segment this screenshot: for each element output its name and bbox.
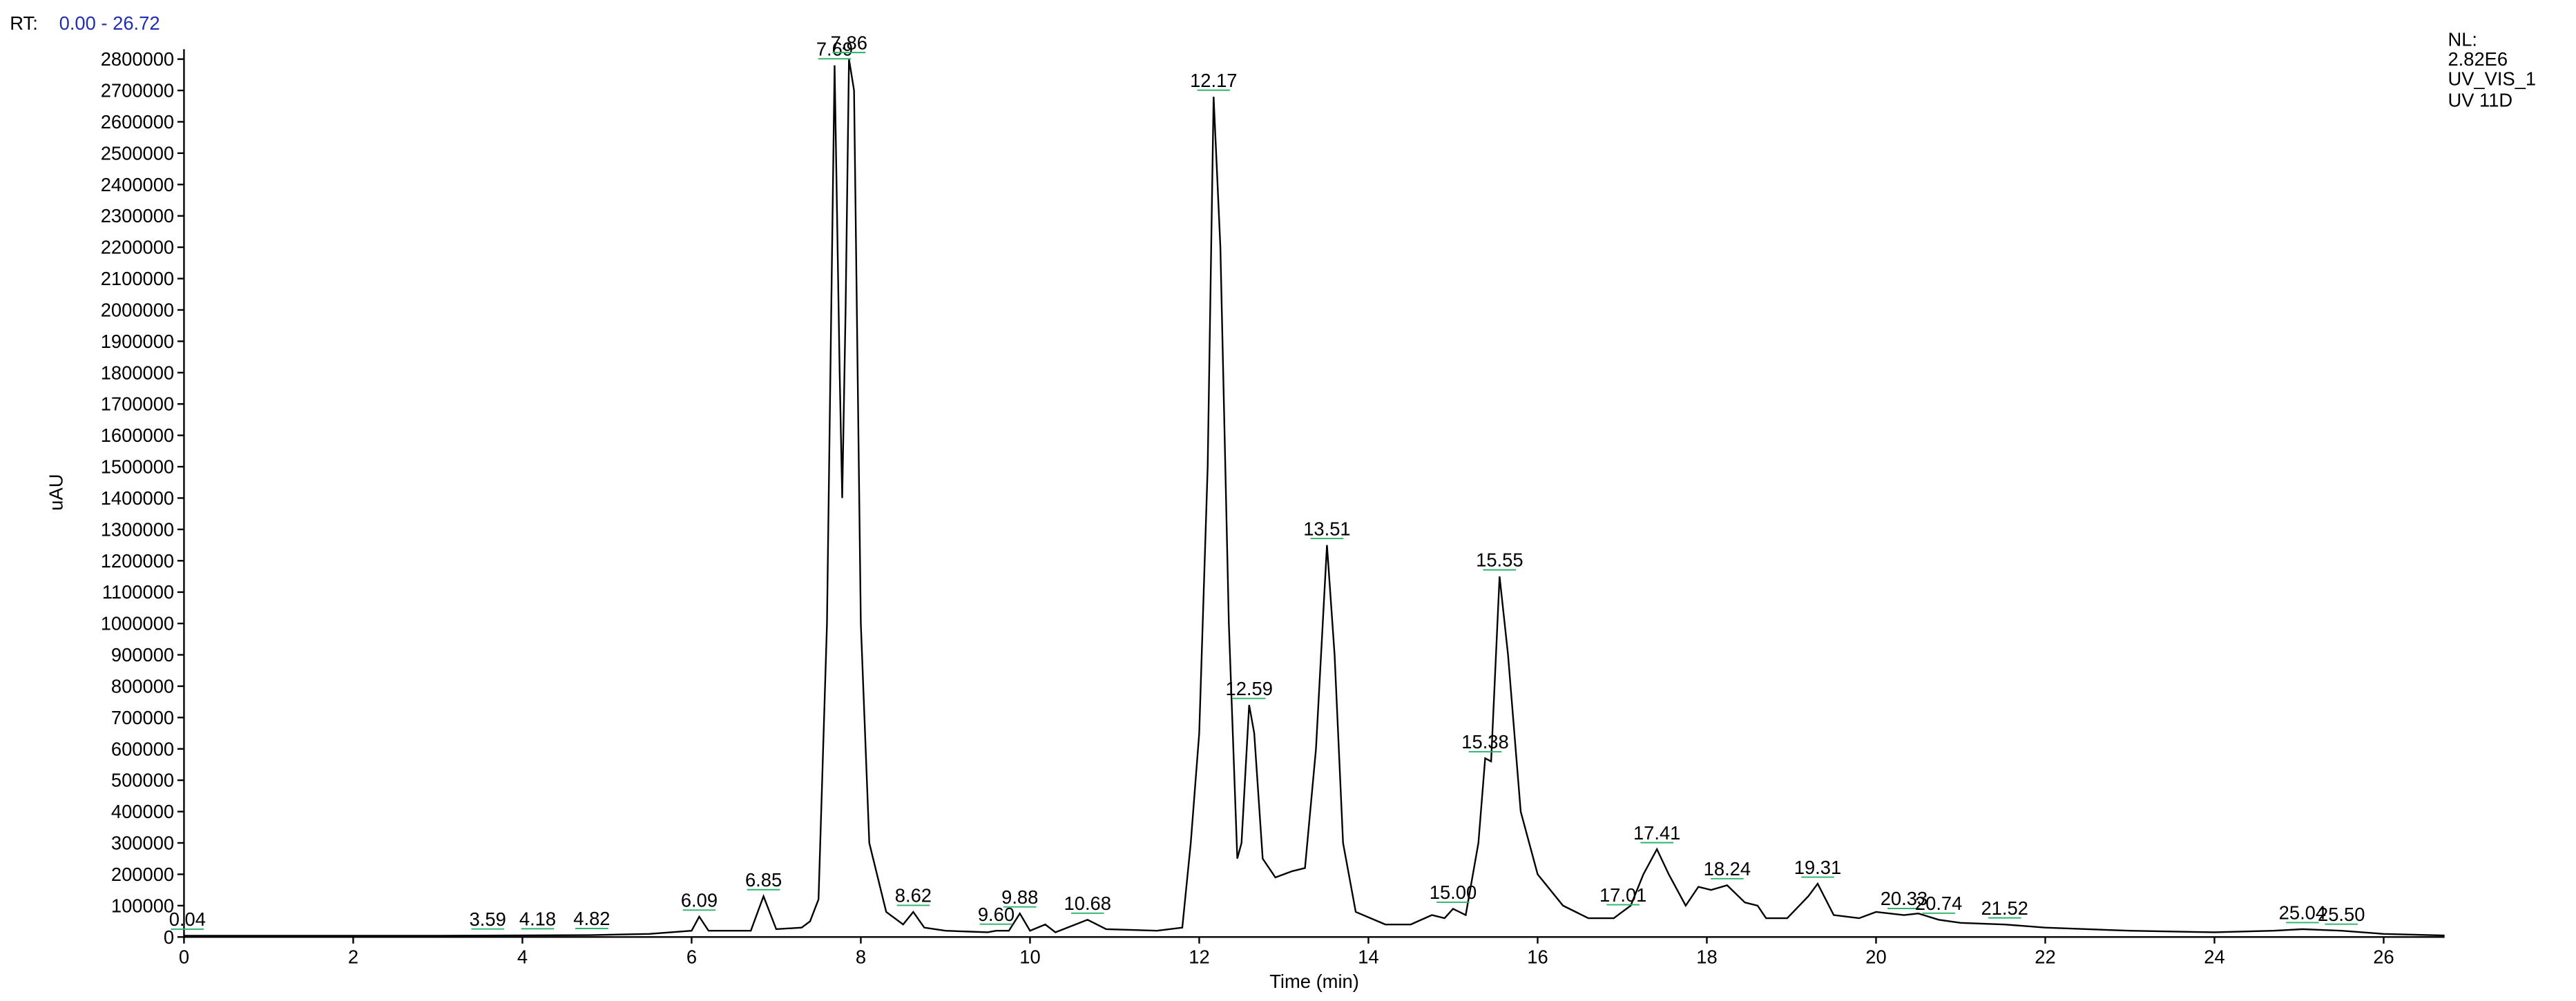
x-tick-label: 20 [1865,946,1886,967]
y-tick-label: 2200000 [101,237,174,258]
y-tick-label: 2000000 [101,299,174,320]
x-tick-label: 4 [517,946,528,967]
peak-label: 17.01 [1599,884,1646,906]
trace [184,59,2445,937]
peak-label: 6.85 [745,869,782,891]
y-tick-label: 2300000 [101,205,174,226]
y-tick-label: 2400000 [101,174,174,195]
y-tick-label: 700000 [111,707,174,728]
y-tick-label: 1300000 [101,518,174,540]
y-tick-label: 1100000 [102,581,174,603]
peak-label: 9.88 [1001,886,1038,908]
peak-label: 7.69 [816,38,853,59]
y-axis-label: uAU [45,474,66,511]
x-tick-label: 6 [686,946,697,967]
y-tick-label: 1600000 [101,425,174,446]
y-tick-label: 800000 [111,675,174,697]
y-tick-label: 0 [164,926,174,948]
y-tick-label: 600000 [111,738,174,759]
peak-label: 19.31 [1794,857,1841,878]
y-tick-label: 100000 [111,895,174,916]
peak-label: 8.62 [895,885,932,906]
peak-label: 10.68 [1064,893,1111,914]
y-tick-label: 900000 [111,644,174,665]
peak-label: 21.52 [1981,897,2028,919]
peak-label: 20.33 [1881,888,1928,909]
peak-label: 4.82 [573,908,610,929]
y-tick-label: 2700000 [101,80,174,101]
rt-label: RT: [10,12,38,34]
y-tick-label: 1400000 [101,487,174,509]
x-tick-label: 22 [2035,946,2055,967]
x-tick-label: 8 [856,946,866,967]
peak-label: 12.17 [1190,70,1237,91]
y-tick-label: 200000 [111,864,174,885]
x-tick-label: 14 [1358,946,1378,967]
nl-label: NL: [2448,29,2477,50]
peak-label: 13.51 [1303,518,1350,539]
x-tick-label: 12 [1189,946,1209,967]
peak-label: 17.41 [1633,822,1680,844]
peak-label: 25.04 [2279,902,2326,924]
x-axis-label: Time (min) [1269,971,1359,992]
x-tick-label: 26 [2373,946,2394,967]
y-tick-label: 1000000 [101,613,174,634]
channel: UV_VIS_1 [2448,68,2536,90]
peak-label: 0.04 [169,908,206,930]
y-tick-label: 1800000 [101,362,174,383]
x-tick-label: 24 [2204,946,2224,967]
peak-label: 15.38 [1461,731,1508,752]
detector: UV 11D [2448,90,2512,111]
y-tick-label: 2100000 [101,268,174,289]
y-tick-label: 1500000 [101,456,174,478]
x-tick-label: 0 [179,946,189,967]
peak-label: 15.55 [1476,550,1523,571]
peak-label: 6.09 [681,890,718,911]
y-tick-label: 300000 [111,833,174,854]
y-tick-label: 2800000 [101,48,174,70]
y-tick-label: 1900000 [101,331,174,352]
y-tick-label: 400000 [111,801,174,822]
peak-label: 12.59 [1226,678,1273,699]
rt-range: 0.00 - 26.72 [59,12,160,34]
y-tick-label: 500000 [111,770,174,791]
x-tick-label: 16 [1527,946,1548,967]
y-tick-label: 2500000 [101,142,174,164]
nl-value: 2.82E6 [2448,48,2508,70]
peak-label: 18.24 [1704,858,1751,879]
y-tick-label: 2600000 [101,111,174,133]
x-tick-label: 2 [348,946,358,967]
peak-label: 20.74 [1915,893,1962,914]
x-tick-label: 10 [1019,946,1040,967]
peak-label: 25.50 [2318,904,2365,925]
peak-label: 7.86 [831,32,867,53]
peak-label: 4.18 [519,908,556,930]
y-tick-label: 1700000 [101,393,174,415]
peak-label: 3.59 [470,908,506,930]
y-tick-label: 1200000 [101,550,174,572]
x-tick-label: 18 [1696,946,1717,967]
peak-label: 15.00 [1430,882,1477,903]
